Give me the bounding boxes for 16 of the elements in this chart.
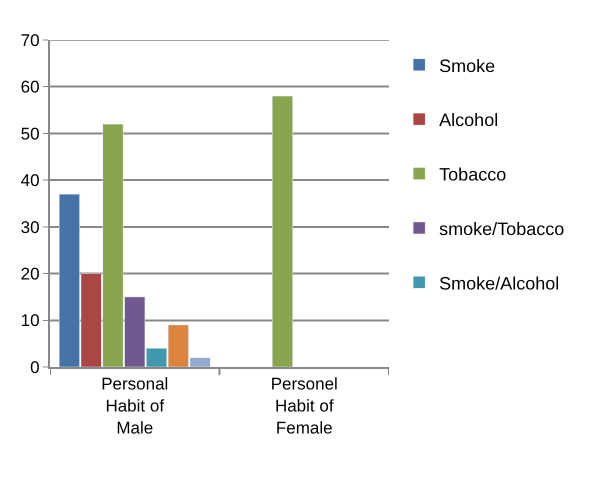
x-tick-label: Personel Habit of Female xyxy=(270,374,338,438)
legend-label: Smoke/Alcohol xyxy=(439,273,560,294)
y-tick-label: 10 xyxy=(20,311,40,330)
y-tick-label: 40 xyxy=(20,171,40,190)
y-tick-label: 60 xyxy=(20,78,40,97)
y-tick-label: 20 xyxy=(20,264,40,284)
legend-label: Tobacco xyxy=(439,164,506,185)
legend-label: Smoke xyxy=(439,56,496,76)
x-tick-label: Personal Habit of Male xyxy=(101,374,168,438)
y-tick-label: 0 xyxy=(30,358,40,377)
y-tick-label: 70 xyxy=(20,30,40,50)
y-tick-label: 30 xyxy=(20,218,40,237)
legend-label: smoke/Tobacco xyxy=(439,218,564,239)
legend-label: Alcohol xyxy=(439,110,498,130)
bar xyxy=(272,96,293,367)
y-tick-label: 50 xyxy=(20,124,40,144)
